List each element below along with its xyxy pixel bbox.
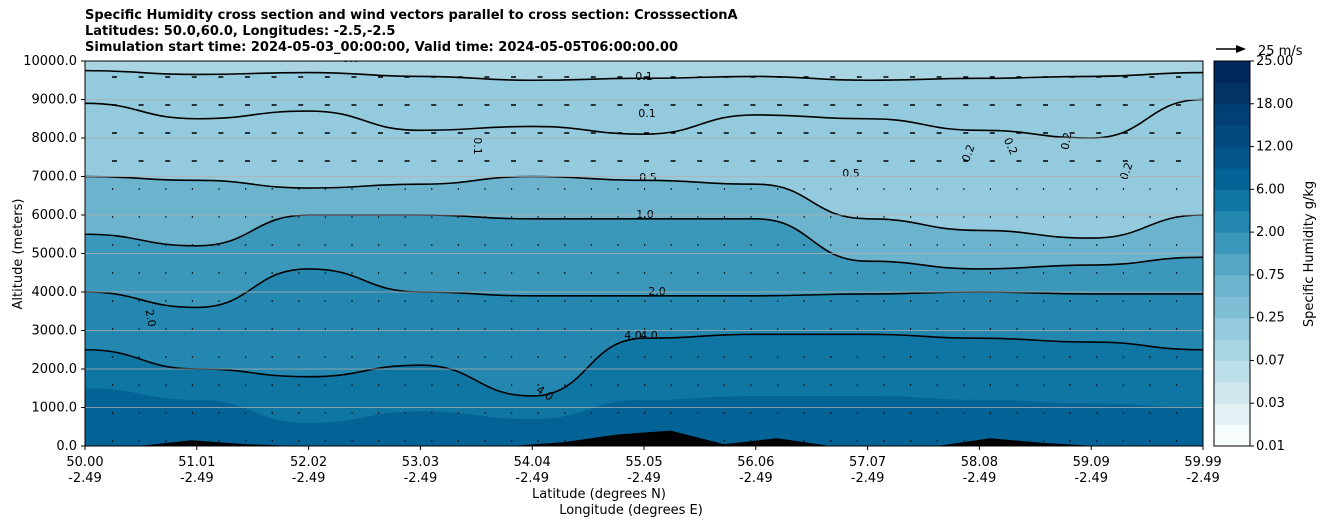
colorbar-tick-label: 25.00 bbox=[1256, 54, 1293, 69]
colorbar-segment bbox=[1214, 125, 1250, 148]
axes: 0.0 1000.0 2000.0 3000.0 4000.0 5000.0 6000.0 7… bbox=[23, 54, 1221, 486]
contour-label-10: 0.5 bbox=[842, 167, 860, 180]
colorbar-segment bbox=[1214, 61, 1250, 83]
contour-label-3: 0.1 bbox=[638, 107, 656, 120]
colorbar-segment bbox=[1214, 381, 1250, 404]
y-tick-label: 7000.0 bbox=[32, 170, 78, 185]
y-tick-label: 2000.0 bbox=[32, 362, 78, 377]
x-tick-label-lat: 52.02 bbox=[290, 455, 327, 470]
colorbar-tick-label: 0.75 bbox=[1256, 268, 1285, 283]
terrain bbox=[85, 430, 1203, 446]
humidity-band-7 bbox=[85, 388, 1203, 446]
contour-label-15: 4.0 bbox=[640, 329, 658, 342]
colorbar-segment bbox=[1214, 339, 1250, 361]
x-tick-label-lat: 53.03 bbox=[402, 455, 439, 470]
colorbar-tick-label: 0.03 bbox=[1256, 396, 1285, 411]
colorbar-segment bbox=[1214, 189, 1250, 212]
x-tick-label-lat: 54.04 bbox=[514, 455, 551, 470]
contour-label-13: 2.0 bbox=[648, 285, 666, 298]
colorbar-segment bbox=[1214, 403, 1250, 426]
contour-label-1: 0.0 bbox=[342, 52, 360, 65]
colorbar-segment bbox=[1214, 253, 1250, 276]
colorbar: 0.01 0.03 0.07 0.25 0.75 2.00 6.00 12.00 18.00 25… bbox=[1213, 54, 1293, 454]
x-axis-label-longitude: Longitude (degrees E) bbox=[559, 503, 703, 518]
quiver-key: 25 m/s bbox=[1216, 44, 1303, 59]
x-axis-label-latitude: Latitude (degrees N) bbox=[532, 487, 666, 502]
contour-label-5: 0.2 bbox=[959, 143, 977, 164]
x-tick-label-lon: -2.49 bbox=[963, 471, 997, 486]
colorbar-tick-label: 18.00 bbox=[1256, 97, 1293, 112]
plot-frame bbox=[84, 60, 1204, 447]
chart-title-line-1: Specific Humidity cross section and wind… bbox=[85, 8, 738, 23]
colorbar-frame bbox=[1213, 60, 1251, 447]
y-tick-label: 3000.0 bbox=[32, 324, 78, 339]
x-tick-label-lat: 58.08 bbox=[961, 455, 998, 470]
y-axis-label: Altitude (meters) bbox=[11, 199, 26, 310]
y-tick-label: 4000.0 bbox=[32, 285, 78, 300]
colorbar-segment bbox=[1214, 232, 1250, 254]
x-tick-label-lat: 59.99 bbox=[1184, 455, 1221, 470]
colorbar-segment bbox=[1214, 167, 1250, 190]
y-tick-label: 10000.0 bbox=[23, 54, 77, 69]
colorbar-segment bbox=[1214, 146, 1250, 169]
y-tick-label: 1000.0 bbox=[32, 401, 78, 416]
colorbar-segment bbox=[1214, 424, 1250, 447]
x-tick-label-lon: -2.49 bbox=[1074, 471, 1108, 486]
y-tick-label: 9000.0 bbox=[32, 93, 78, 108]
x-tick-label-lat: 56.06 bbox=[737, 455, 774, 470]
contour-label-14: 4.0 bbox=[624, 329, 642, 342]
colorbar-segment bbox=[1214, 360, 1250, 383]
x-tick-label-lat: 59.09 bbox=[1073, 455, 1110, 470]
y-tick-label: 8000.0 bbox=[32, 131, 78, 146]
contour-label-4: 0.1 bbox=[471, 137, 484, 155]
contour-line-1 bbox=[85, 69, 1203, 82]
x-tick-label-lon: -2.49 bbox=[180, 471, 214, 486]
plot-content: 0.00.10.10.1 0.2 0.2 0.20.20.5 0.51.02.02.04… bbox=[85, 52, 1203, 446]
colorbar-segment bbox=[1214, 210, 1250, 233]
colorbar-tick-label: 12.00 bbox=[1256, 140, 1293, 155]
x-tick-label-lat: 50.00 bbox=[66, 455, 103, 470]
colorbar-tick-label: 0.01 bbox=[1256, 439, 1285, 454]
colorbar-segment bbox=[1214, 274, 1250, 297]
x-tick-label-lon: -2.49 bbox=[68, 471, 102, 486]
colorbar-segment bbox=[1214, 317, 1250, 340]
colorbar-segment bbox=[1214, 296, 1250, 319]
contour-label-7: 0.2 bbox=[1059, 131, 1075, 150]
plot-area: 0.00.10.10.1 0.2 0.2 0.20.20.5 0.51.02.02.04… bbox=[85, 52, 1203, 446]
x-tick-label-lon: -2.49 bbox=[851, 471, 885, 486]
x-tick-label-lon: -2.49 bbox=[1186, 471, 1220, 486]
y-tick-label: 5000.0 bbox=[32, 247, 78, 262]
contour-line-3 bbox=[85, 175, 1203, 239]
chart-title-line-3: Simulation start time: 2024-05-03_00:00:… bbox=[85, 40, 678, 55]
y-tick-label: 0.0 bbox=[56, 439, 77, 454]
x-tick-label-lat: 51.01 bbox=[178, 455, 215, 470]
x-tick-label-lon: -2.49 bbox=[292, 471, 326, 486]
x-tick-label-lon: -2.49 bbox=[515, 471, 549, 486]
x-tick-label-lon: -2.49 bbox=[627, 471, 661, 486]
contour-label-9: 0.5 bbox=[639, 171, 657, 184]
quiver-key-label: 25 m/s bbox=[1258, 44, 1303, 59]
contour-line-6 bbox=[85, 333, 1203, 397]
colorbar-segment bbox=[1214, 103, 1250, 126]
contour-label-11: 1.0 bbox=[636, 208, 654, 221]
contour-label-12: 2.0 bbox=[143, 308, 159, 327]
colorbar-tick-label: 2.00 bbox=[1256, 225, 1285, 240]
colorbar-tick-label: 0.25 bbox=[1256, 311, 1285, 326]
colorbar-segment bbox=[1214, 82, 1250, 105]
chart-title-line-2: Latitudes: 50.0,60.0, Longitudes: -2.5,-… bbox=[85, 24, 396, 39]
contour-line-4 bbox=[85, 214, 1203, 270]
x-tick-label-lon: -2.49 bbox=[739, 471, 773, 486]
x-tick-label-lon: -2.49 bbox=[404, 471, 438, 486]
colorbar-tick-label: 6.00 bbox=[1256, 182, 1285, 197]
y-tick-label: 6000.0 bbox=[32, 208, 78, 223]
x-tick-label-lat: 55.05 bbox=[625, 455, 662, 470]
x-tick-label-lat: 57.07 bbox=[849, 455, 886, 470]
colorbar-tick-label: 0.07 bbox=[1256, 353, 1285, 368]
colorbar-label: Specific Humidity g/kg bbox=[1302, 181, 1317, 327]
contour-line-2 bbox=[85, 98, 1203, 139]
